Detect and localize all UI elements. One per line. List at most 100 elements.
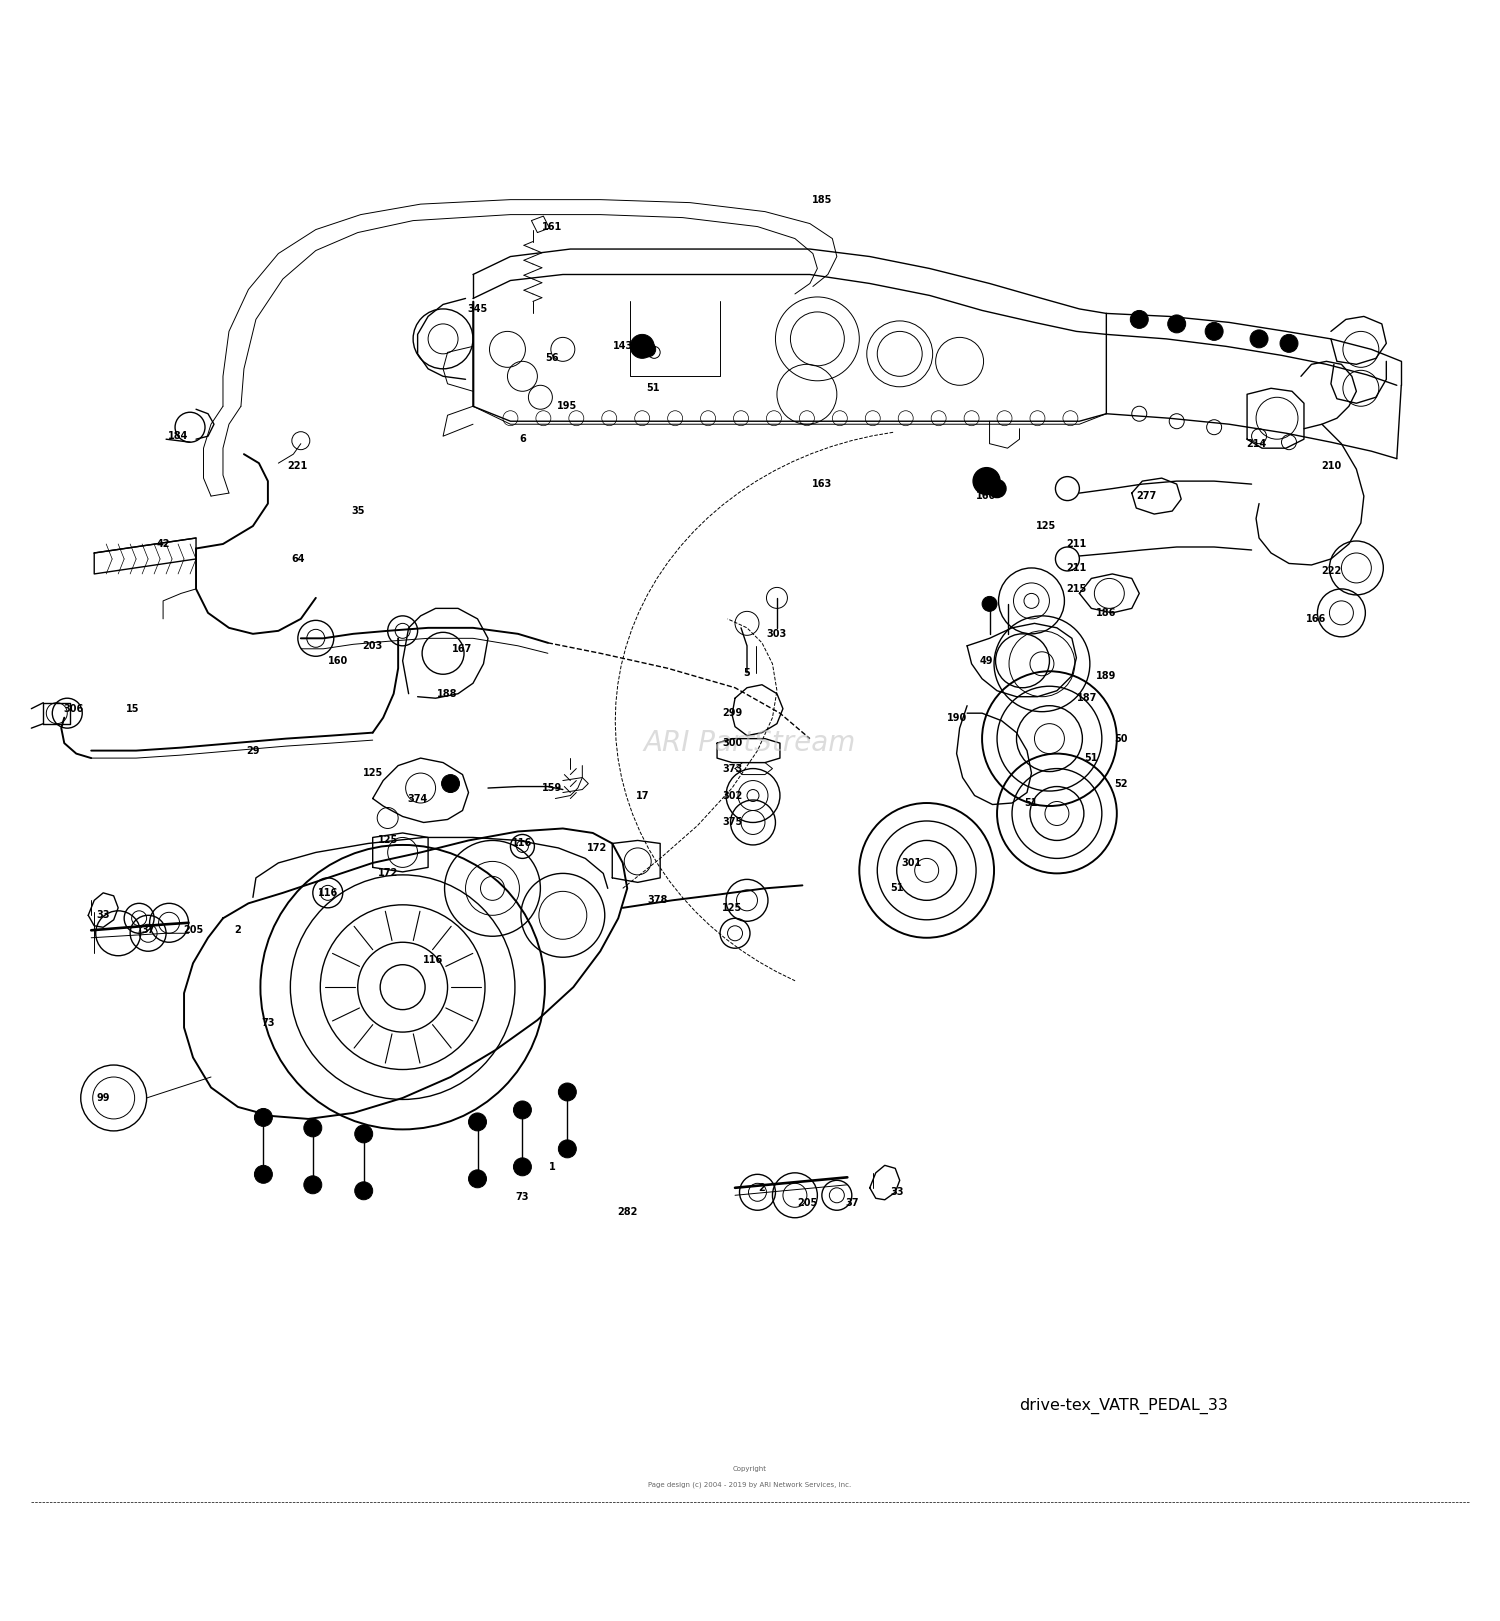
- Text: 15: 15: [126, 704, 140, 713]
- Text: 306: 306: [63, 704, 84, 713]
- Text: 184: 184: [168, 431, 188, 441]
- Text: 29: 29: [246, 746, 259, 755]
- Text: 186: 186: [1096, 608, 1116, 618]
- Text: 167: 167: [453, 644, 472, 653]
- Text: 51: 51: [1024, 798, 1038, 807]
- Circle shape: [441, 775, 459, 793]
- Text: 33: 33: [890, 1187, 903, 1198]
- Text: 116: 116: [318, 888, 338, 898]
- Circle shape: [1131, 311, 1149, 329]
- Text: 163: 163: [812, 480, 832, 490]
- Text: 221: 221: [288, 460, 308, 472]
- Text: Page design (c) 2004 - 2019 by ARI Network Services, Inc.: Page design (c) 2004 - 2019 by ARI Netwo…: [648, 1482, 852, 1488]
- Circle shape: [558, 1083, 576, 1101]
- Circle shape: [982, 597, 998, 611]
- Text: ARI PartStream: ARI PartStream: [644, 729, 856, 757]
- Circle shape: [513, 1101, 531, 1118]
- Circle shape: [1204, 323, 1222, 340]
- Circle shape: [974, 467, 1000, 494]
- Circle shape: [255, 1165, 273, 1183]
- Text: 67: 67: [441, 778, 454, 788]
- Circle shape: [1250, 331, 1268, 349]
- Text: 172: 172: [586, 843, 608, 853]
- Text: 214: 214: [1246, 439, 1266, 449]
- Text: 190: 190: [946, 713, 966, 723]
- Circle shape: [1280, 334, 1298, 352]
- Circle shape: [354, 1125, 372, 1143]
- Text: 143: 143: [612, 342, 633, 352]
- Text: 375: 375: [722, 817, 742, 827]
- Text: 205: 205: [183, 926, 203, 935]
- Text: 116: 116: [513, 838, 532, 848]
- Text: 37: 37: [141, 926, 154, 935]
- Text: 125: 125: [1036, 520, 1056, 532]
- Text: 73: 73: [516, 1191, 530, 1201]
- Text: 345: 345: [468, 303, 488, 314]
- Text: 378: 378: [646, 895, 668, 906]
- Text: 17: 17: [636, 791, 650, 801]
- Text: 99: 99: [96, 1093, 109, 1102]
- Circle shape: [640, 342, 656, 357]
- Text: 203: 203: [363, 640, 382, 650]
- Text: 195: 195: [556, 402, 578, 412]
- Text: 56: 56: [546, 353, 560, 363]
- Text: 299: 299: [722, 708, 742, 718]
- Circle shape: [468, 1114, 486, 1131]
- Text: 73: 73: [261, 1018, 274, 1028]
- Text: 51: 51: [890, 883, 903, 893]
- Text: 211: 211: [1066, 562, 1086, 572]
- Circle shape: [558, 1140, 576, 1157]
- Text: 210: 210: [1322, 460, 1341, 472]
- Circle shape: [630, 334, 654, 358]
- Text: 37: 37: [844, 1198, 858, 1208]
- Text: 159: 159: [542, 783, 562, 793]
- Text: 211: 211: [1066, 540, 1086, 550]
- Text: 160: 160: [976, 491, 996, 501]
- Text: 185: 185: [812, 195, 832, 204]
- Circle shape: [304, 1175, 322, 1193]
- Text: 42: 42: [156, 540, 170, 550]
- Text: 374: 374: [408, 794, 428, 804]
- Text: 215: 215: [1066, 584, 1086, 593]
- Text: 5: 5: [744, 668, 750, 678]
- Text: 222: 222: [1322, 566, 1341, 575]
- Text: 301: 301: [902, 858, 922, 867]
- Text: 161: 161: [542, 222, 562, 232]
- Text: 302: 302: [722, 791, 742, 801]
- Text: 6: 6: [519, 434, 526, 444]
- Text: 125: 125: [363, 768, 382, 778]
- Text: 189: 189: [1096, 671, 1116, 681]
- Text: 303: 303: [766, 629, 788, 639]
- Circle shape: [1167, 314, 1185, 332]
- Text: 1: 1: [549, 1162, 555, 1172]
- Text: 49: 49: [980, 657, 993, 666]
- Text: 2: 2: [234, 926, 242, 935]
- Text: 166: 166: [1306, 614, 1326, 624]
- Text: 373: 373: [722, 763, 742, 773]
- Text: 277: 277: [1137, 491, 1156, 501]
- Circle shape: [988, 480, 1006, 498]
- Text: 50: 50: [1114, 734, 1128, 744]
- Text: 2: 2: [759, 1183, 765, 1193]
- Text: 172: 172: [378, 869, 398, 879]
- Text: 64: 64: [291, 554, 304, 564]
- Text: 52: 52: [1114, 778, 1128, 788]
- Text: 51: 51: [646, 383, 660, 394]
- Circle shape: [513, 1157, 531, 1175]
- Text: 160: 160: [328, 657, 348, 666]
- Circle shape: [354, 1182, 372, 1200]
- Text: 205: 205: [796, 1198, 818, 1208]
- Text: 33: 33: [96, 911, 109, 921]
- Text: drive-tex_VATR_PEDAL_33: drive-tex_VATR_PEDAL_33: [1020, 1399, 1228, 1415]
- Text: 116: 116: [423, 955, 442, 964]
- Text: 300: 300: [722, 738, 742, 749]
- Text: 188: 188: [438, 689, 458, 699]
- Text: 125: 125: [722, 903, 742, 913]
- Text: Copyright: Copyright: [734, 1467, 766, 1472]
- Circle shape: [255, 1109, 273, 1127]
- Text: 282: 282: [616, 1206, 638, 1217]
- Text: 35: 35: [351, 506, 364, 515]
- Text: 51: 51: [1084, 754, 1098, 763]
- Circle shape: [468, 1170, 486, 1188]
- Text: 187: 187: [1077, 694, 1096, 704]
